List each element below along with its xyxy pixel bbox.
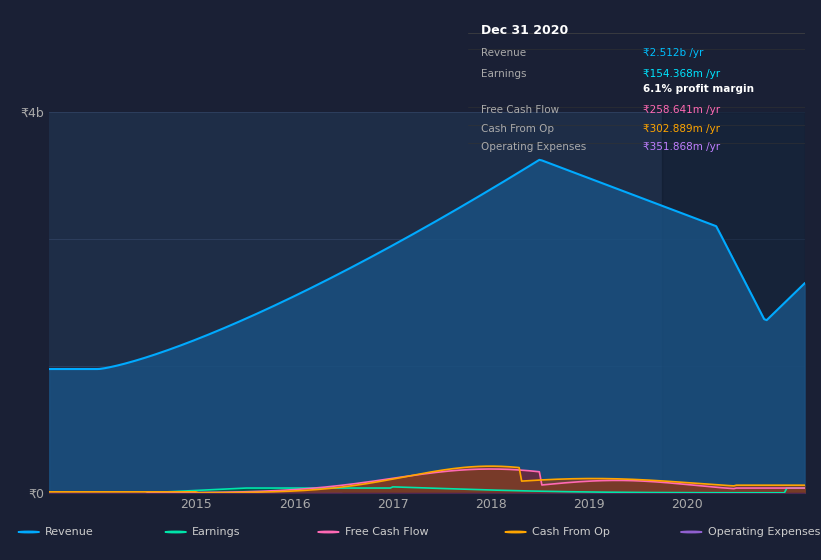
- Text: Revenue: Revenue: [481, 48, 526, 58]
- Text: ₹258.641m /yr: ₹258.641m /yr: [643, 105, 720, 115]
- Circle shape: [18, 531, 39, 533]
- Text: 6.1% profit margin: 6.1% profit margin: [643, 84, 754, 94]
- Text: Operating Expenses: Operating Expenses: [481, 142, 587, 152]
- Text: Free Cash Flow: Free Cash Flow: [345, 527, 429, 537]
- Bar: [663, 112, 805, 493]
- Circle shape: [681, 531, 702, 533]
- Text: ₹2.512b /yr: ₹2.512b /yr: [643, 48, 704, 58]
- Text: ₹351.868m /yr: ₹351.868m /yr: [643, 142, 720, 152]
- Text: Cash From Op: Cash From Op: [481, 124, 554, 133]
- Text: Earnings: Earnings: [192, 527, 241, 537]
- Text: Operating Expenses: Operating Expenses: [708, 527, 820, 537]
- Circle shape: [505, 531, 526, 533]
- Text: Dec 31 2020: Dec 31 2020: [481, 24, 569, 37]
- Text: Cash From Op: Cash From Op: [532, 527, 610, 537]
- Text: ₹154.368m /yr: ₹154.368m /yr: [643, 69, 720, 79]
- Text: Free Cash Flow: Free Cash Flow: [481, 105, 560, 115]
- Circle shape: [165, 531, 186, 533]
- Text: Earnings: Earnings: [481, 69, 527, 79]
- Text: Revenue: Revenue: [45, 527, 94, 537]
- Text: ₹302.889m /yr: ₹302.889m /yr: [643, 124, 720, 133]
- Circle shape: [318, 531, 339, 533]
